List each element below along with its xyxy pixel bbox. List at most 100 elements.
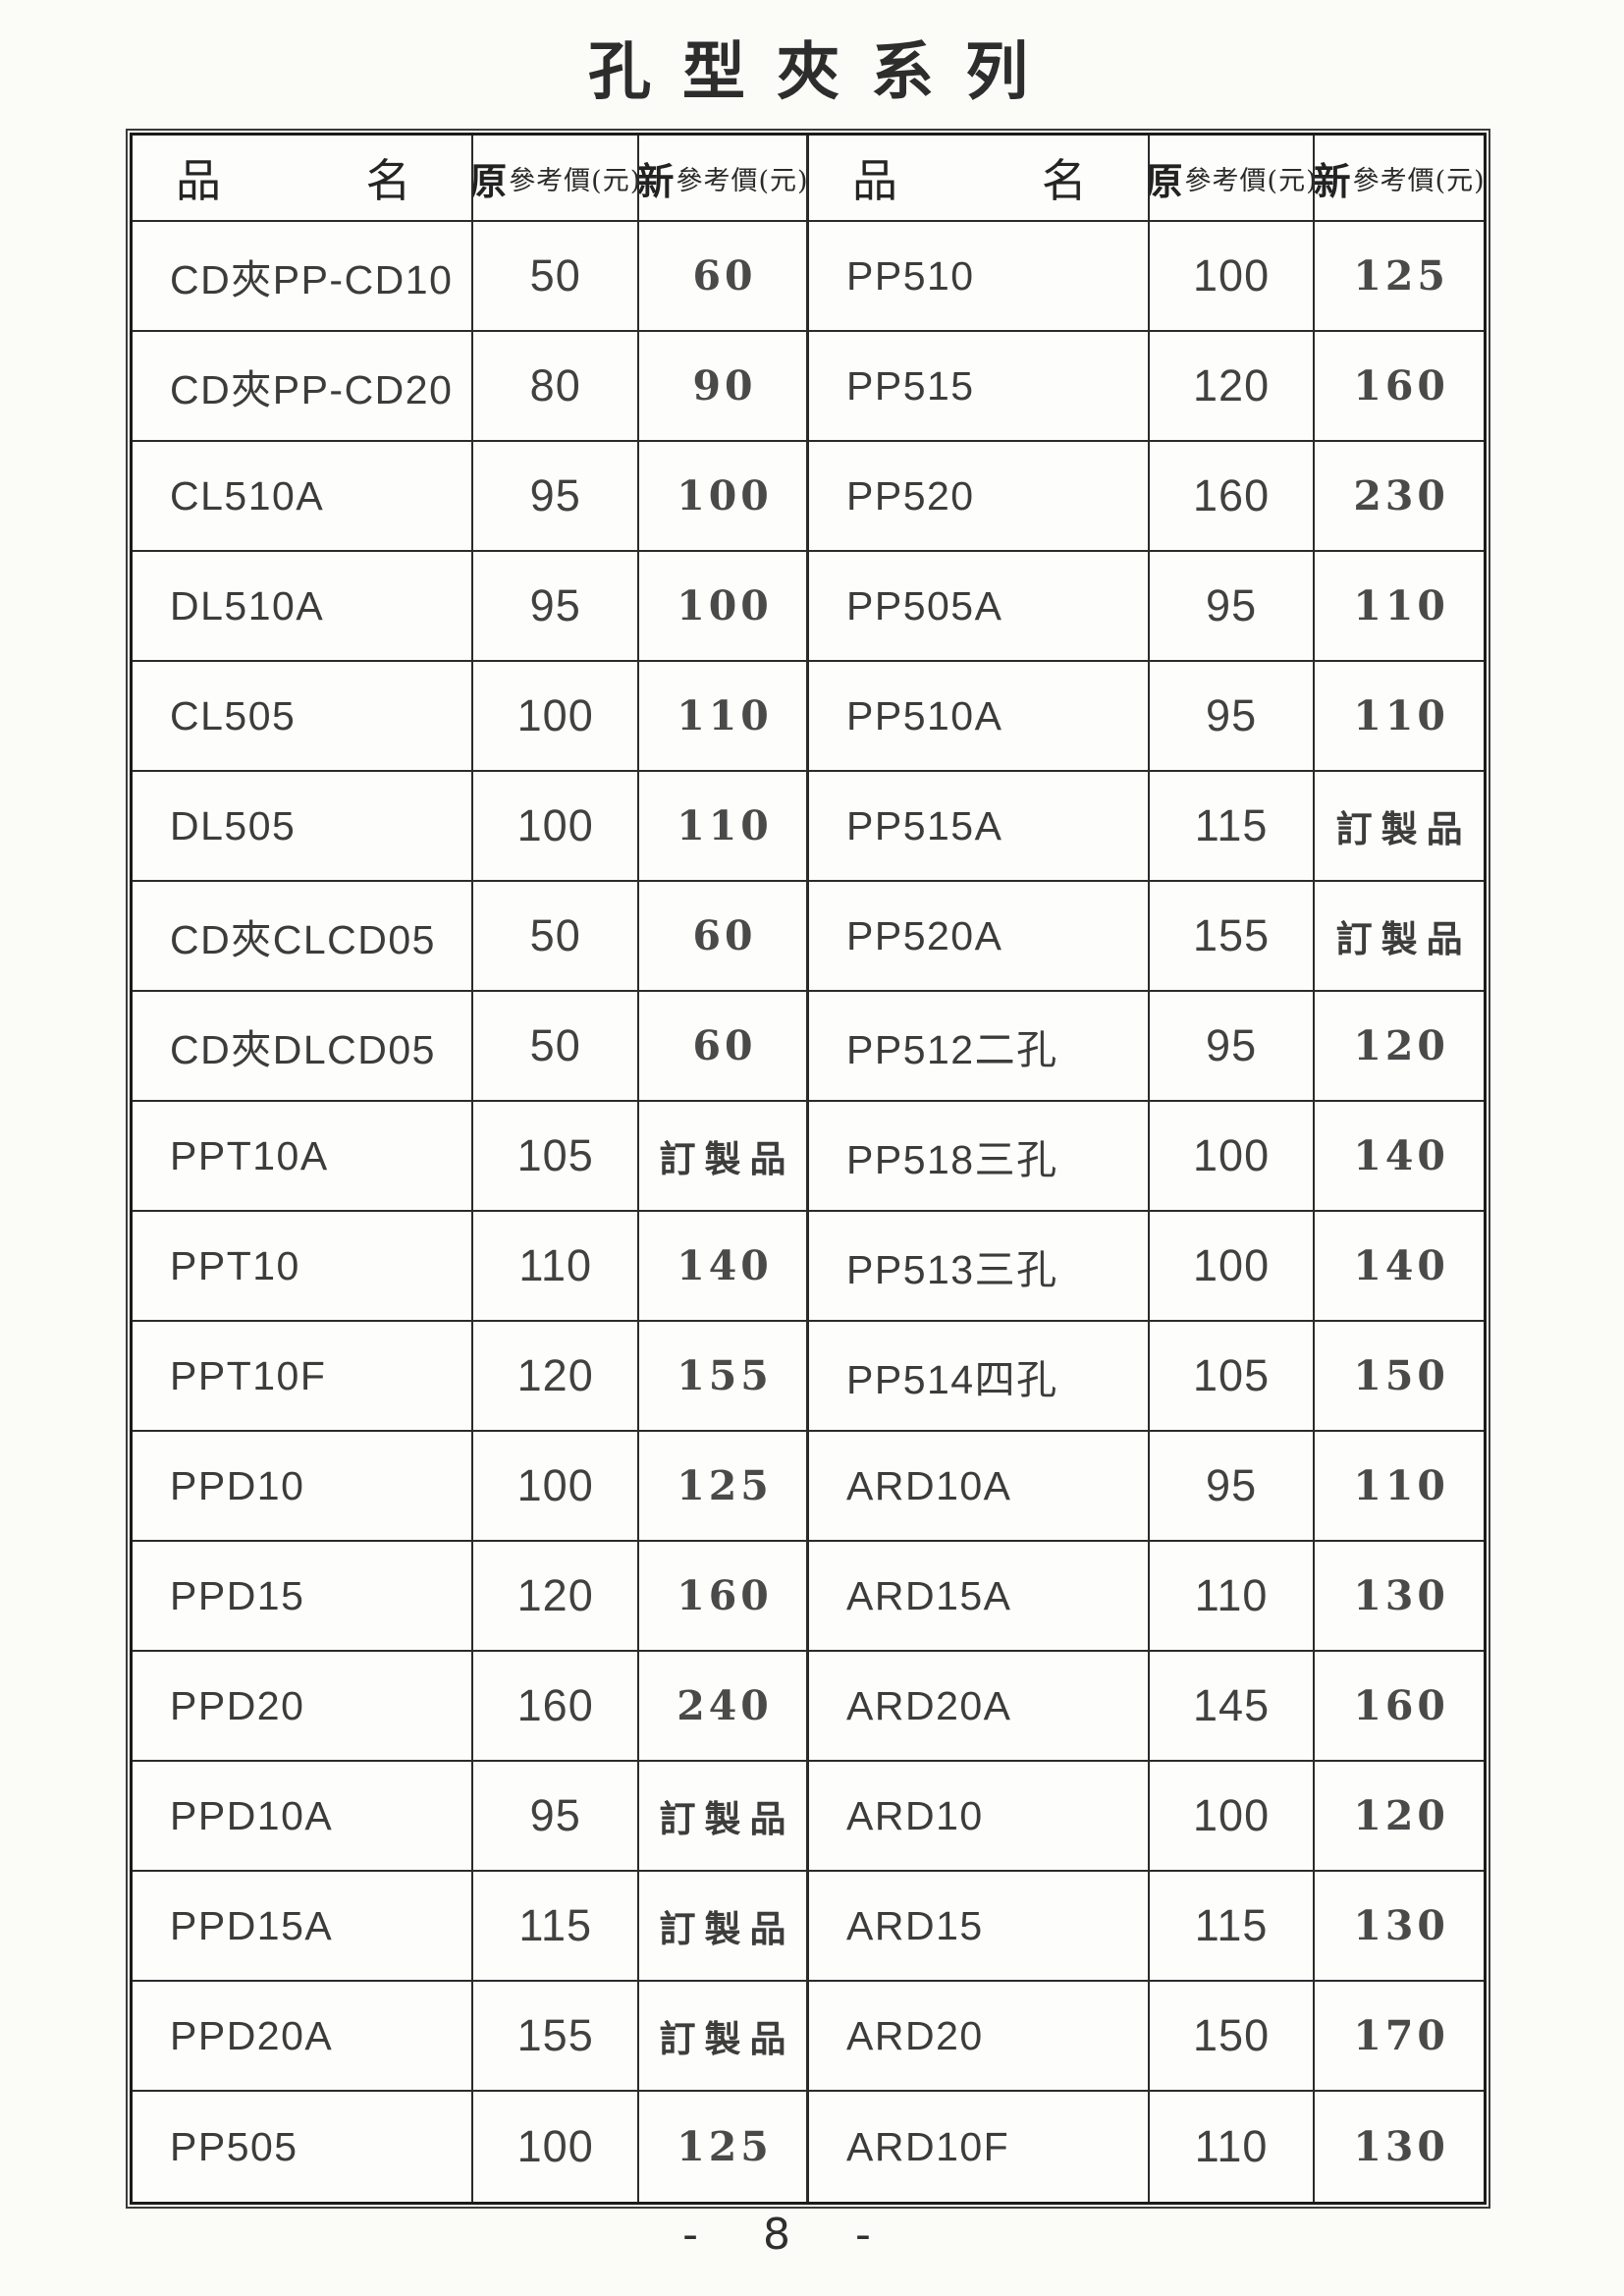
orig-price-cell: 100 [473, 772, 639, 882]
new-price-cell: 240 [638, 1652, 808, 1762]
price-table: 品 名 原 參考價(元) 新 參考價(元) CD夾PP-CD105060CD夾P… [126, 129, 1490, 2209]
new-price-cell: 110 [1315, 662, 1484, 772]
product-name-cell: PPT10F [133, 1322, 474, 1432]
new-price-cell: 150 [1315, 1322, 1484, 1432]
new-header-small: 參考價(元) [676, 165, 808, 196]
product-name-cell: DL505 [133, 772, 474, 882]
new-header-big: 新 [1315, 158, 1351, 203]
orig-price-cell: 105 [473, 1102, 639, 1212]
rows-right: PP510 100 125 PP515 120 160 PP520 160 230 PP505A 9… [809, 222, 1484, 2202]
new-price-cell: 125 [1315, 222, 1484, 332]
product-name-cell: PP510A [809, 662, 1150, 772]
orig-price-cell: 95 [473, 552, 639, 662]
product-name-cell: PP520 [809, 442, 1150, 552]
table-row: ARD20 150 170 [809, 1982, 1484, 2092]
product-name-cell: DL510A [133, 552, 474, 662]
product-name-cell: PP514四孔 [809, 1322, 1150, 1432]
product-name-cell: ARD20 [809, 1982, 1150, 2092]
product-name-cell: CD夾PP-CD10 [133, 222, 474, 332]
table-row: CD夾CLCD05 50 60 [133, 882, 808, 992]
table-row: PPT10A 105 訂製品 [133, 1102, 808, 1212]
orig-price-cell: 50 [473, 882, 639, 992]
orig-price-cell: 50 [473, 992, 639, 1102]
orig-price-cell: 105 [1149, 1322, 1316, 1432]
orig-price-cell: 95 [1149, 1432, 1316, 1542]
table-row: CL510A 95 100 [133, 442, 808, 552]
product-name-cell: PPD15 [133, 1542, 474, 1652]
orig-header-big: 原 [473, 151, 507, 205]
new-price-cell: 130 [1315, 1872, 1484, 1982]
orig-price-cell: 110 [1149, 1542, 1316, 1652]
new-price-cell: 訂製品 [1315, 772, 1484, 882]
orig-price-cell: 160 [473, 1652, 639, 1762]
orig-price-cell: 50 [473, 222, 639, 332]
table-row: PP512二孔 95 120 [809, 992, 1484, 1102]
table-header-row: 品 名 原 參考價(元) 新 參考價(元) [133, 136, 808, 222]
new-price-cell: 160 [638, 1542, 808, 1652]
product-name-cell: PP513三孔 [809, 1212, 1150, 1322]
new-price-cell: 60 [638, 222, 808, 332]
table-row: PP505 100 125 [133, 2092, 808, 2202]
orig-price-cell: 120 [473, 1322, 639, 1432]
product-name-cell: ARD20A [809, 1652, 1150, 1762]
new-price-cell: 60 [638, 992, 808, 1102]
product-name-cell: PP510 [809, 222, 1150, 332]
table-row: PPD10A 95 訂製品 [133, 1762, 808, 1872]
table-row: ARD10A 95 110 [809, 1432, 1484, 1542]
new-price-cell: 90 [638, 332, 808, 442]
table-row: ARD15 115 130 [809, 1872, 1484, 1982]
product-name-cell: PP520A [809, 882, 1150, 992]
orig-price-cell: 95 [1149, 992, 1316, 1102]
orig-price-cell: 160 [1149, 442, 1316, 552]
new-price-cell: 170 [1315, 1982, 1484, 2092]
new-price-cell: 110 [1315, 552, 1484, 662]
table-row: PP515A 115 訂製品 [809, 772, 1484, 882]
product-name-cell: PP505A [809, 552, 1150, 662]
orig-price-column-header: 原 參考價(元) [1149, 136, 1316, 222]
orig-price-cell: 110 [1150, 2092, 1316, 2202]
new-price-column-header: 新 參考價(元) [638, 136, 808, 222]
orig-price-cell: 115 [1149, 772, 1316, 882]
product-name-cell: PPT10 [133, 1212, 474, 1322]
orig-price-cell: 100 [1149, 1212, 1316, 1322]
new-header-big: 新 [638, 158, 675, 203]
table-row: DL510A 95 100 [133, 552, 808, 662]
new-price-cell: 130 [1315, 1542, 1484, 1652]
product-name-cell: PPD20A [133, 1982, 474, 2092]
table-row: ARD10 100 120 [809, 1762, 1484, 1872]
orig-price-cell: 155 [1149, 882, 1316, 992]
new-price-cell: 110 [638, 772, 808, 882]
name-column-header: 品 名 [809, 136, 1150, 222]
table-row: CL505 100 110 [133, 662, 808, 772]
table-row: PP510 100 125 [809, 222, 1484, 332]
product-name-cell: ARD15A [809, 1542, 1150, 1652]
orig-header-small: 參考價(元) [509, 165, 639, 196]
orig-price-cell: 100 [473, 2092, 639, 2202]
new-price-cell: 140 [1315, 1212, 1484, 1322]
orig-price-cell: 100 [1149, 1762, 1316, 1872]
table-row: PPT10F 120 155 [133, 1322, 808, 1432]
product-name-cell: PPD15A [133, 1872, 474, 1982]
name-header-char: 名 [1041, 154, 1087, 207]
orig-price-cell: 120 [1149, 332, 1316, 442]
table-row: PPD15A 115 訂製品 [133, 1872, 808, 1982]
table-row: ARD20A 145 160 [809, 1652, 1484, 1762]
table-row: CD夾PP-CD20 80 90 [133, 332, 808, 442]
table-row: PP510A 95 110 [809, 662, 1484, 772]
new-price-cell: 155 [638, 1322, 808, 1432]
table-row: PP520A 155 訂製品 [809, 882, 1484, 992]
new-price-cell: 160 [1315, 1652, 1484, 1762]
new-price-cell: 120 [1315, 992, 1484, 1102]
new-price-cell: 125 [638, 1432, 808, 1542]
name-header-char: 品 [176, 154, 221, 207]
product-name-cell: ARD10A [809, 1432, 1150, 1542]
orig-header-big: 原 [1150, 151, 1183, 205]
product-name-cell: CD夾DLCD05 [133, 992, 474, 1102]
orig-price-cell: 115 [473, 1872, 639, 1982]
table-half-right: 品 名 原 參考價(元) 新 參考價(元) PP510100125PP51512… [808, 136, 1484, 2202]
table-row: PPD15 120 160 [133, 1542, 808, 1652]
table-row: CD夾DLCD05 50 60 [133, 992, 808, 1102]
orig-price-cell: 115 [1149, 1872, 1316, 1982]
name-column-header: 品 名 [133, 136, 474, 222]
